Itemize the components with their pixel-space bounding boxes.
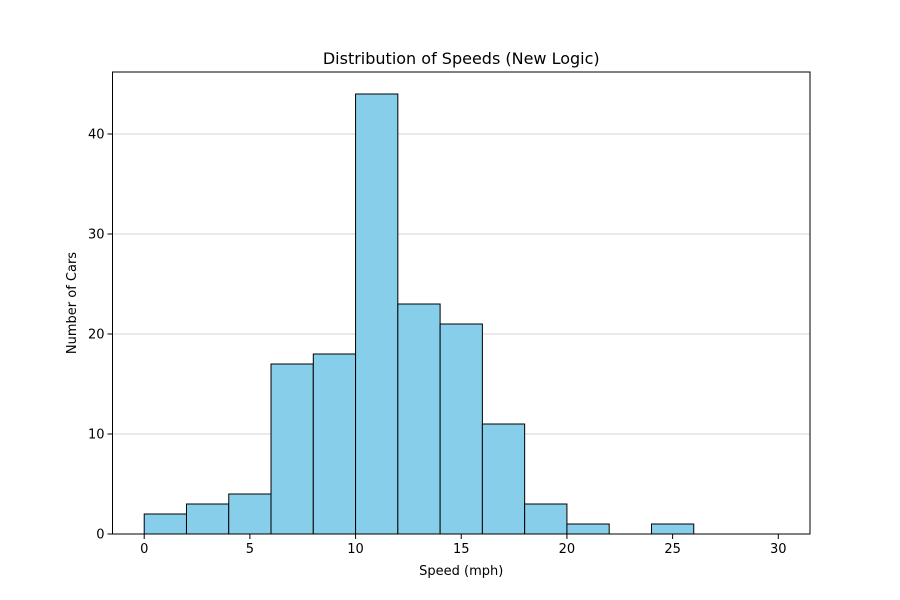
histogram-bar (397, 303, 441, 535)
x-tick-label: 15 (453, 542, 470, 557)
histogram-bar (650, 523, 695, 535)
y-tick-label: 10 (88, 428, 105, 443)
y-axis-label: Number of Cars (65, 252, 80, 354)
histogram-bar (481, 423, 526, 535)
histogram-bar (566, 523, 610, 535)
histogram-bar (185, 503, 230, 535)
x-tick-label: 5 (246, 542, 254, 557)
y-axis-ticks: 0 10 20 30 40 (88, 128, 113, 543)
x-tick-label: 10 (347, 542, 364, 557)
x-axis-ticks: 0 5 10 15 20 25 30 (140, 534, 787, 557)
bars (143, 93, 695, 535)
histogram-bar (439, 323, 483, 535)
chart-title: Distribution of Speeds (New Logic) (323, 49, 600, 68)
histogram-bar (270, 363, 314, 535)
x-tick-label: 25 (664, 542, 681, 557)
y-tick-label: 30 (88, 228, 105, 243)
x-tick-label: 30 (770, 542, 787, 557)
x-tick-label: 20 (559, 542, 576, 557)
y-tick-label: 40 (88, 128, 105, 143)
histogram-bar (228, 493, 272, 535)
x-tick-label: 0 (140, 542, 148, 557)
histogram-bar (355, 93, 399, 535)
histogram-bar (524, 503, 568, 535)
y-tick-label: 20 (88, 328, 105, 343)
x-axis-label: Speed (mph) (419, 564, 503, 579)
histogram-bar (312, 353, 357, 535)
y-tick-label: 0 (96, 528, 104, 543)
histogram-bar (143, 513, 187, 535)
